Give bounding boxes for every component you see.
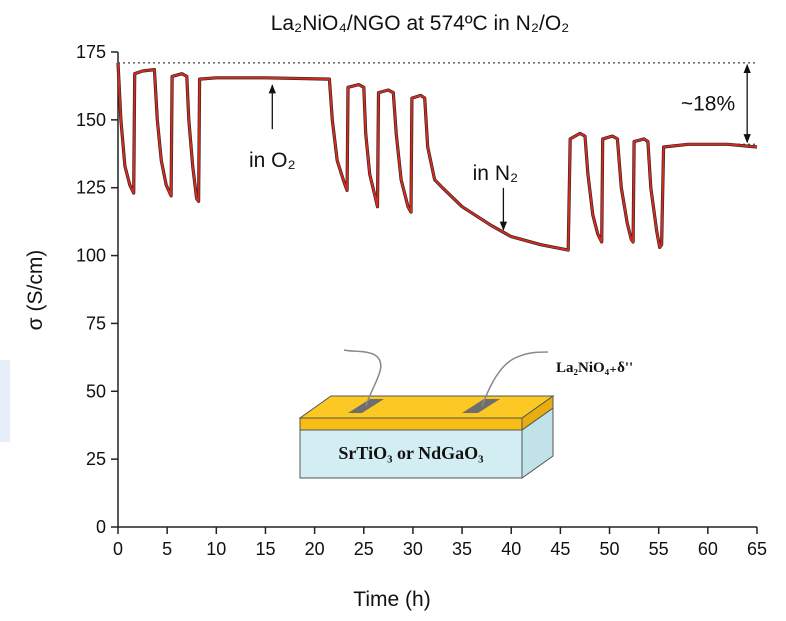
annotation: in O₂ [249,149,296,172]
x-tick-label: 35 [452,539,472,559]
x-tick-label: 60 [698,539,718,559]
y-axis-label: σ (S/cm) [24,250,47,331]
chart-title: La₂NiO₄/NGO at 574ºC in N₂/O₂ [271,12,570,35]
x-tick-label: 50 [600,539,620,559]
y-tick-label: 150 [76,110,106,130]
x-tick-label: 5 [162,539,172,559]
annotation: ~18% [681,93,735,116]
y-tick-label: 125 [76,178,106,198]
film-front [299,417,523,431]
data-line [117,62,758,252]
x-tick-label: 15 [255,539,275,559]
x-tick-label: 55 [649,539,669,559]
inset-diagram: La₂NiO₄₊δ'' SrTiO₃ or NdGaO₃ [298,349,633,479]
substrate-label: SrTiO₃ or NdGaO₃ [338,443,484,463]
y-tick-label: 100 [76,246,106,266]
y-tick-label: 0 [96,517,106,537]
annotation: in N₂ [473,162,519,185]
x-tick-label: 30 [403,539,423,559]
y-tick-label: 175 [76,42,106,62]
wire [343,349,382,407]
x-tick-label: 0 [113,539,123,559]
x-tick-label: 20 [305,539,325,559]
x-axis-label: Time (h) [353,588,430,611]
edge-artifact [0,360,10,442]
x-tick-label: 10 [206,539,226,559]
x-tick-label: 65 [747,539,767,559]
y-tick-label: 75 [86,313,106,333]
film-label: La₂NiO₄₊δ'' [556,360,633,376]
electrode [462,399,500,413]
x-tick-label: 25 [354,539,374,559]
y-tick-label: 50 [86,381,106,401]
wire [481,351,549,407]
x-tick-label: 40 [501,539,521,559]
y-tick-label: 25 [86,449,106,469]
x-tick-label: 45 [550,539,570,559]
film-top [298,395,555,419]
